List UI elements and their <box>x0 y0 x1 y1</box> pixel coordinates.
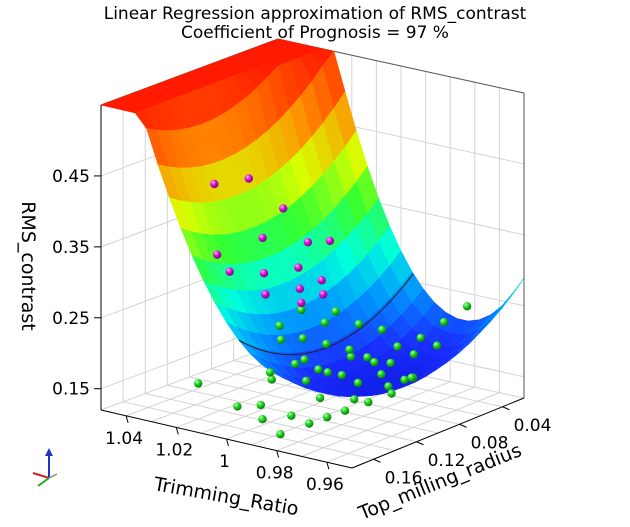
point-green <box>400 375 409 384</box>
point-green <box>350 395 359 404</box>
point-green <box>409 350 418 359</box>
y-tick-label: 0.12 <box>428 451 466 471</box>
y-tick-label: 0.04 <box>514 416 552 436</box>
point-green <box>267 375 276 384</box>
point-green <box>275 321 284 330</box>
point-green <box>416 333 425 343</box>
point-green <box>320 318 329 327</box>
chart-subtitle: Coefficient of Prognosis = 97 % <box>181 23 449 43</box>
point-green <box>354 319 363 329</box>
x-tick <box>175 427 179 435</box>
x-tick-label: 1.04 <box>105 429 143 449</box>
point-green <box>265 368 275 377</box>
point-magenta <box>297 298 306 308</box>
x-tick <box>276 450 280 458</box>
point-magenta <box>303 238 313 247</box>
point-green <box>340 406 350 415</box>
point-magenta <box>294 263 303 272</box>
z-tick-label: 0.35 <box>52 238 90 258</box>
point-green <box>346 352 356 361</box>
y-axis-line <box>351 397 525 469</box>
point-green <box>258 415 267 424</box>
data-points <box>194 174 472 439</box>
point-green <box>315 393 325 403</box>
point-green <box>337 370 346 380</box>
regression-surface <box>99 38 525 398</box>
grid-line <box>123 401 374 460</box>
point-green <box>305 419 314 428</box>
point-green <box>287 411 296 420</box>
x-tick <box>125 415 129 423</box>
point-green <box>298 334 307 343</box>
point-green <box>345 345 354 354</box>
point-green <box>364 397 373 407</box>
point-green <box>322 339 331 349</box>
point-magenta <box>317 276 326 285</box>
point-green <box>386 358 395 368</box>
z-tick-label: 0.25 <box>52 309 90 329</box>
point-green <box>323 368 332 377</box>
x-tick <box>226 438 229 447</box>
y-tick <box>502 406 510 411</box>
chart-title: Linear Regression approximation of RMS_c… <box>103 4 527 24</box>
axes: 1.04 1.02 1 0.98 0.96 0.160.120.080.04 0.45 0.3… <box>52 105 551 495</box>
point-green <box>233 402 242 411</box>
point-green <box>256 400 265 410</box>
point-green <box>331 307 340 316</box>
point-magenta <box>261 290 270 299</box>
grid-line <box>189 376 439 434</box>
point-magenta <box>258 233 267 243</box>
x-tick-label: 0.98 <box>256 464 294 484</box>
point-green <box>322 412 332 422</box>
point-green <box>276 335 286 344</box>
point-green <box>370 358 379 367</box>
point-green <box>377 370 386 379</box>
point-magenta <box>279 204 288 213</box>
y-tick <box>459 423 467 428</box>
point-green <box>462 302 472 311</box>
point-magenta <box>319 290 328 299</box>
z-axis-label: RMS_contrast <box>17 201 39 331</box>
point-green <box>290 359 300 369</box>
z-tick-label: 0.45 <box>52 167 90 187</box>
point-green <box>301 376 311 386</box>
point-green <box>194 379 203 388</box>
y-tick <box>373 458 381 463</box>
axis-orientation-icon <box>32 448 58 487</box>
point-green <box>393 342 402 351</box>
point-magenta <box>325 236 335 246</box>
point-magenta <box>225 267 234 276</box>
surface-patch <box>501 277 525 309</box>
grid-line <box>211 368 460 425</box>
point-green <box>297 305 306 315</box>
point-magenta <box>244 174 253 183</box>
point-green <box>377 325 387 334</box>
point-green <box>363 353 372 362</box>
y-tick <box>416 441 424 446</box>
point-green <box>276 430 285 439</box>
point-magenta <box>213 250 222 259</box>
x-tick-label: 1.02 <box>155 440 193 460</box>
point-green <box>432 341 442 350</box>
point-magenta <box>259 269 269 278</box>
point-green <box>407 373 416 382</box>
point-magenta <box>295 284 304 293</box>
point-green <box>439 317 449 327</box>
x-tick <box>326 462 330 470</box>
point-green <box>353 378 363 388</box>
y-tick-label: 0.08 <box>471 433 509 453</box>
point-magenta <box>210 179 219 189</box>
point-green <box>314 365 323 374</box>
grid-line <box>145 393 396 451</box>
point-green <box>384 382 393 391</box>
z-tick-label: 0.15 <box>52 380 90 400</box>
point-green <box>300 355 309 364</box>
x-tick-label: 1 <box>219 452 230 472</box>
x-tick-label: 0.96 <box>306 475 344 495</box>
point-green <box>387 389 396 398</box>
surface-patch <box>479 306 502 329</box>
y-tick-label: 0.16 <box>385 468 423 488</box>
